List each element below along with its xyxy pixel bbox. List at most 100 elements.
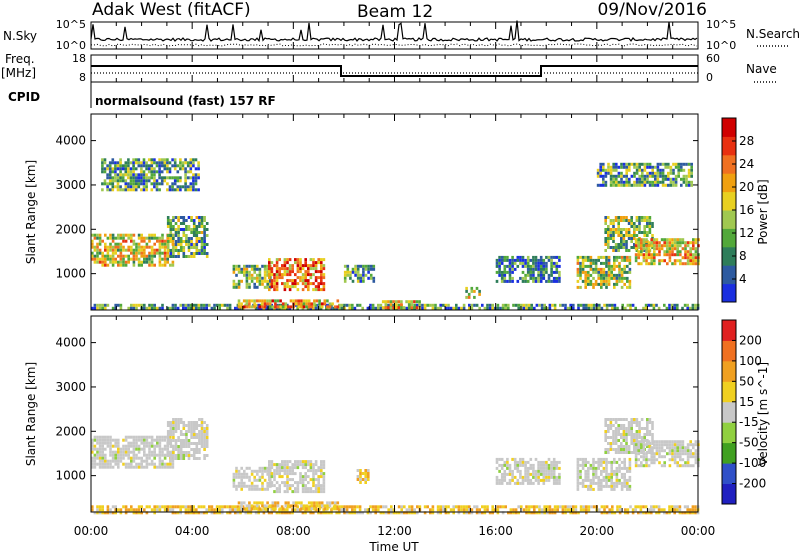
data-cell xyxy=(320,484,323,488)
data-cell xyxy=(140,505,143,509)
data-cell xyxy=(550,475,553,479)
data-cell xyxy=(288,478,292,482)
data-cell xyxy=(177,225,180,228)
data-cell xyxy=(210,508,214,512)
data-cell xyxy=(124,450,128,454)
data-cell xyxy=(532,472,535,476)
data-cell xyxy=(405,300,408,304)
data-cell xyxy=(192,508,195,512)
data-cell xyxy=(676,306,679,310)
data-cell xyxy=(283,466,287,470)
data-cell xyxy=(683,303,687,307)
data-cell xyxy=(314,276,318,280)
data-cell xyxy=(245,279,249,283)
data-cell xyxy=(694,253,698,257)
data-cell xyxy=(317,475,320,479)
data-cell xyxy=(187,454,191,457)
data-cell xyxy=(581,270,585,274)
power-y-label: Slant Range [km] xyxy=(24,160,38,264)
data-cell xyxy=(117,303,120,307)
data-cell xyxy=(671,238,674,242)
data-cell xyxy=(166,246,170,249)
data-cell xyxy=(137,242,141,246)
data-cell xyxy=(486,306,489,310)
data-cell xyxy=(439,511,442,515)
data-cell xyxy=(674,183,678,187)
data-cell xyxy=(615,279,619,283)
data-cell xyxy=(195,306,198,310)
data-cell xyxy=(270,273,274,277)
data-cell xyxy=(148,236,151,240)
colorbar-segment xyxy=(722,228,736,248)
data-cell xyxy=(354,273,357,277)
data-cell xyxy=(630,183,634,187)
data-cell xyxy=(132,233,136,237)
data-cell xyxy=(176,185,180,189)
data-cell xyxy=(91,239,94,243)
data-cell xyxy=(530,306,533,310)
data-cell xyxy=(539,469,543,473)
data-cell xyxy=(114,438,117,442)
data-cell xyxy=(121,188,125,192)
data-cell xyxy=(145,435,149,439)
data-cell xyxy=(98,242,102,246)
data-cell xyxy=(686,455,690,459)
data-cell xyxy=(124,438,128,442)
data-cell xyxy=(203,234,206,237)
data-cell xyxy=(613,487,616,491)
data-cell xyxy=(609,442,613,445)
data-cell xyxy=(555,466,559,470)
data-cell xyxy=(681,241,685,245)
data-cell xyxy=(415,306,419,310)
data-cell xyxy=(166,254,169,258)
data-cell xyxy=(671,262,674,266)
data-cell xyxy=(240,501,243,505)
data-cell xyxy=(243,472,246,476)
data-cell xyxy=(130,233,133,237)
data-cell xyxy=(137,435,141,439)
data-cell xyxy=(620,481,624,485)
data-cell xyxy=(96,441,99,445)
data-cell xyxy=(618,267,621,271)
data-cell xyxy=(189,303,193,307)
data-cell xyxy=(587,487,590,491)
data-cell xyxy=(124,447,128,451)
data-cell xyxy=(664,183,667,187)
data-cell xyxy=(634,446,638,450)
data-cell xyxy=(158,251,162,255)
data-cell xyxy=(604,439,607,442)
data-cell xyxy=(670,306,674,310)
data-cell xyxy=(669,168,673,172)
data-cell xyxy=(626,255,629,259)
data-cell xyxy=(627,249,631,252)
data-cell xyxy=(320,501,324,505)
data-cell xyxy=(362,273,365,277)
data-cell xyxy=(496,508,500,512)
data-cell xyxy=(91,254,94,258)
data-cell xyxy=(179,448,183,451)
data-cell xyxy=(243,273,246,277)
data-cell xyxy=(203,457,206,460)
data-cell xyxy=(171,462,175,466)
data-cell xyxy=(117,447,120,451)
data-cell xyxy=(478,508,481,512)
data-cell xyxy=(663,241,666,245)
data-cell xyxy=(301,481,305,485)
data-cell xyxy=(423,303,427,307)
data-cell xyxy=(506,466,509,470)
data-cell xyxy=(291,279,294,283)
data-cell xyxy=(581,463,585,467)
data-cell xyxy=(143,465,146,469)
data-cell xyxy=(132,170,135,174)
data-cell xyxy=(615,183,618,187)
colorbar-tick-label: 12 xyxy=(739,226,754,240)
data-cell xyxy=(626,303,630,307)
data-cell xyxy=(407,303,411,307)
data-cell xyxy=(613,282,616,286)
data-cell xyxy=(117,459,120,463)
data-cell xyxy=(322,511,325,515)
data-cell xyxy=(488,511,492,515)
data-cell xyxy=(672,177,675,181)
data-cell xyxy=(655,443,659,447)
data-cell xyxy=(674,162,678,166)
